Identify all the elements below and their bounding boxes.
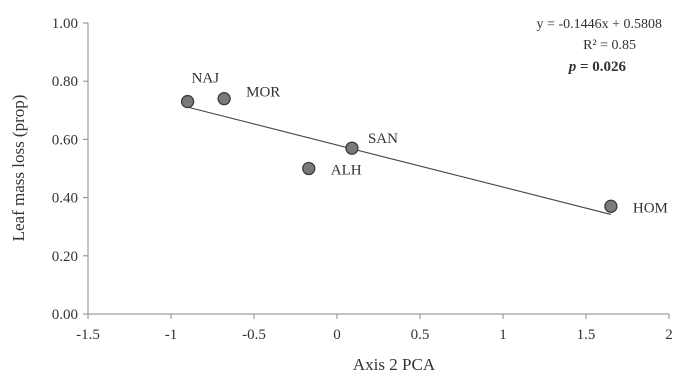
p-symbol: p (567, 59, 577, 75)
data-point-san (345, 141, 359, 155)
point-label-naj: NAJ (192, 71, 220, 87)
x-tick-label: 0 (333, 327, 341, 343)
point-labels: NAJ MOR SAN ALH HOM (192, 71, 668, 217)
x-tick-label: -0.5 (242, 327, 266, 343)
x-ticks: -1.5 -1 -0.5 0 0.5 1 1.5 2 (76, 314, 673, 343)
trendline (187, 106, 612, 215)
y-tick-label: 0.80 (52, 74, 78, 90)
y-tick-label: 1.00 (52, 16, 78, 32)
y-axis-title: Leaf mass loss (prop) (9, 95, 28, 242)
data-point-hom (604, 199, 618, 213)
r-squared-annotation: R² = 0.85 (583, 38, 636, 53)
data-point-naj (180, 94, 195, 109)
y-tick-label: 0.00 (52, 307, 78, 323)
y-ticks: 0.00 0.20 0.40 0.60 0.80 1.00 (52, 16, 88, 323)
point-label-san: SAN (368, 131, 398, 147)
point-label-alh: ALH (331, 163, 362, 179)
x-tick-label: 1 (499, 327, 507, 343)
p-value: = 0.026 (576, 59, 626, 75)
p-value-annotation: p = 0.026 (567, 59, 627, 75)
y-tick-label: 0.20 (52, 249, 78, 265)
equation-annotation: y = -0.1446x + 0.5808 (537, 17, 662, 32)
x-axis-title: Axis 2 PCA (353, 355, 436, 374)
y-tick-label: 0.40 (52, 191, 78, 207)
x-tick-label: -1.5 (76, 327, 100, 343)
x-tick-label: 0.5 (411, 327, 430, 343)
data-point-mor (217, 92, 231, 106)
x-tick-label: -1 (165, 327, 178, 343)
data-point-alh (302, 161, 316, 176)
axes (87, 23, 669, 315)
x-tick-label: 2 (665, 327, 673, 343)
data-points (180, 92, 618, 213)
point-label-hom: HOM (633, 200, 668, 216)
point-label-mor: MOR (246, 85, 280, 101)
y-tick-label: 0.60 (52, 132, 78, 148)
x-tick-label: 1.5 (577, 327, 596, 343)
